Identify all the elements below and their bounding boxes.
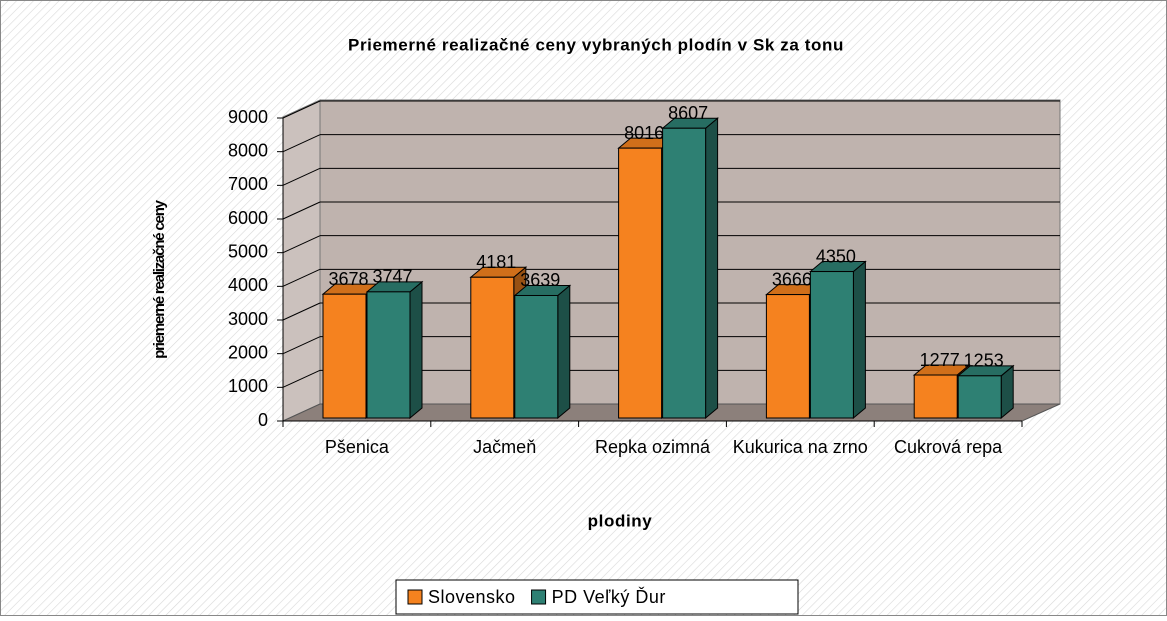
x-tick-label: Cukrová repa	[894, 437, 1003, 457]
bar	[809, 260, 867, 420]
x-tick-label: Jačmeň	[473, 437, 537, 457]
value-label: 1277	[920, 350, 960, 370]
value-label: 3666	[772, 269, 812, 289]
bar	[661, 117, 719, 420]
bar	[365, 280, 424, 420]
y-tick-label: 0	[258, 410, 268, 430]
grid-line	[282, 369, 321, 388]
value-label: 3639	[520, 270, 560, 290]
bar	[956, 364, 1015, 420]
bar-side	[557, 284, 571, 420]
y-axis-label: priemerné realizačné ceny	[151, 199, 168, 358]
bar-front	[514, 294, 559, 419]
legend	[395, 579, 799, 615]
bar-front	[662, 127, 707, 419]
x-tick-label-box: Kukurica na zrno	[732, 437, 868, 457]
y-tick-label: 6000	[228, 208, 268, 228]
bar	[513, 284, 572, 420]
grid-line	[282, 100, 321, 119]
grid-line	[282, 134, 321, 153]
bar-front	[809, 271, 854, 419]
y-tick-label: 7000	[228, 174, 268, 194]
value-label: 8607	[668, 103, 708, 123]
y-tick-label: 5000	[228, 241, 268, 261]
bar-front	[913, 374, 958, 419]
grid-line	[282, 302, 321, 321]
y-tick-label: 9000	[228, 107, 268, 127]
bar-front	[470, 276, 515, 419]
grid-line	[282, 336, 321, 355]
legend-swatch	[531, 589, 547, 605]
x-tick-label: Kukurica na zrno	[732, 437, 868, 457]
bar-side	[852, 260, 866, 420]
x-tick-label: Pšenica	[324, 437, 389, 457]
value-label: 4350	[816, 246, 856, 266]
legend-label: Slovensko	[428, 587, 516, 607]
value-label: 4181	[476, 252, 516, 272]
bar-front	[957, 375, 1002, 419]
value-label: 1253	[964, 351, 1004, 371]
y-tick-label: 4000	[228, 275, 268, 295]
value-label: 3747	[372, 267, 412, 287]
grid-line	[282, 268, 321, 287]
x-tick-label-box: Cukrová repa	[894, 437, 1003, 457]
bar-front	[322, 293, 367, 419]
x-tick-label-box: Pšenica	[324, 437, 389, 457]
value-label: 8016	[624, 123, 664, 143]
legend-label: PD Veľký Ďur	[552, 587, 666, 607]
y-tick-label: 1000	[228, 376, 268, 396]
grid-line	[282, 235, 321, 254]
chart-title: Priemerné realizačné ceny vybraných plod…	[348, 35, 844, 54]
bar-front	[618, 147, 663, 419]
bar-side	[705, 117, 719, 420]
y-tick-label: 8000	[228, 140, 268, 160]
bar-side	[409, 280, 423, 420]
grid-line	[282, 201, 321, 220]
x-tick-label-box: Repka ozimná	[594, 437, 711, 457]
x-tick-label: Repka ozimná	[594, 437, 711, 457]
bar-front	[765, 294, 810, 419]
legend-swatch	[407, 589, 423, 605]
value-label: 3678	[328, 269, 368, 289]
x-tick-label-box: Jačmeň	[473, 437, 537, 457]
y-tick-label: 2000	[228, 342, 268, 362]
bar-front	[366, 291, 411, 419]
y-tick-label: 3000	[228, 309, 268, 329]
grid-line	[282, 167, 321, 186]
x-axis-label: plodiny	[588, 511, 653, 530]
